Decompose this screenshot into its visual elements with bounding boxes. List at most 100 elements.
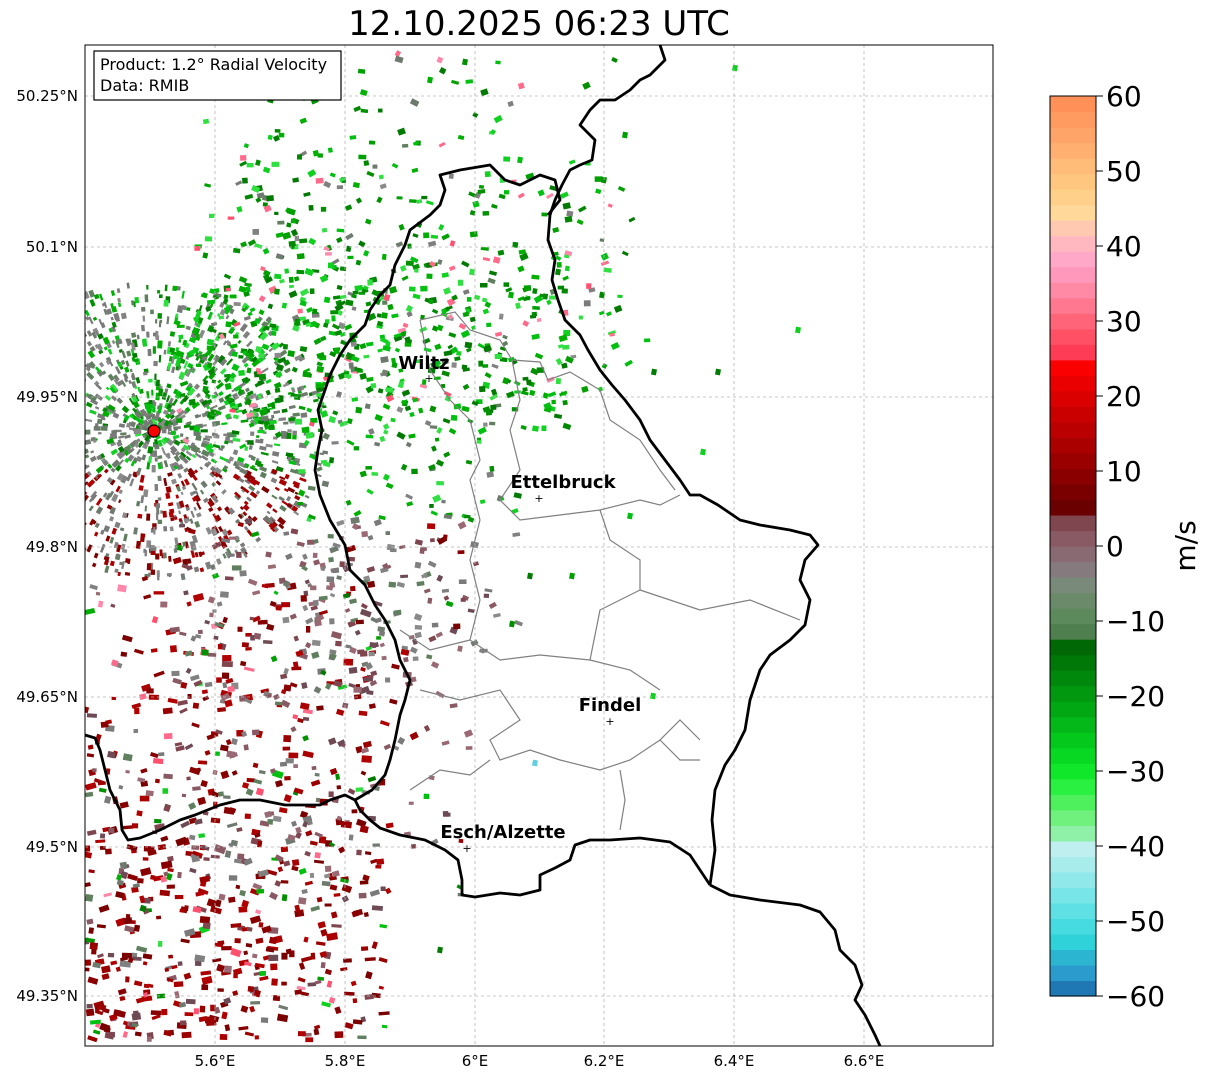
radar-echo [185,450,193,457]
radar-echo [235,884,241,890]
city-marker-icon: + [424,372,433,385]
radar-echo [287,429,292,433]
radar-echo [190,447,198,454]
radar-echo [129,478,135,487]
radar-echo [278,342,285,348]
radar-echo [366,674,374,679]
radar-echo [140,534,145,543]
radar-echo [179,908,185,913]
radar-echo [138,485,144,491]
radar-echo [95,591,101,596]
radar-echo [123,533,128,542]
radar-echo [291,859,300,866]
radar-echo [430,661,440,669]
radar-echo [149,751,159,759]
radar-echo [261,583,269,589]
radar-echo [108,360,114,367]
radar-echo [384,887,392,895]
radar-echo [52,517,59,524]
radar-echo [61,419,68,422]
radar-echo [449,240,456,247]
radar-echo [518,249,527,255]
radar-echo [121,548,128,554]
radar-echo [360,770,367,776]
radar-echo [503,282,510,287]
colorbar-bin [1050,949,1096,966]
radar-echo [481,297,488,303]
radar-echo [223,294,229,300]
radar-echo [350,516,360,524]
radar-echo [217,379,222,384]
radar-echo [155,499,159,504]
radar-echo [152,758,164,765]
radar-echo [94,344,100,349]
radar-echo [333,348,340,354]
radar-echo [424,420,432,427]
radar-echo [223,273,232,280]
radar-echo [139,408,147,417]
radar-echo [69,522,77,531]
radar-echo [196,449,202,454]
radar-echo [119,870,129,880]
radar-echo [179,631,187,637]
luxembourg-belgium-border [313,163,562,802]
radar-echo [332,295,341,300]
radar-echo [104,795,112,804]
radar-echo [170,430,177,436]
radar-echo [6,419,11,423]
radar-echo [204,1016,216,1024]
radar-echo [303,936,309,943]
radar-echo [443,287,452,295]
radar-echo [336,228,345,233]
radar-echo [147,983,154,988]
radar-echo [111,459,121,468]
radar-echo [110,316,114,321]
radar-echo [483,593,490,599]
radar-echo [23,379,31,386]
radar-echo [89,518,95,526]
radar-echo [651,368,657,376]
radar-echo [51,314,58,322]
radar-echo [269,323,277,329]
radar-echo [204,393,211,400]
national-borders [85,45,882,1046]
radar-echo [94,1002,107,1012]
radar-echo [391,162,399,169]
radar-echo [221,945,232,951]
radar-echo [180,491,184,496]
radar-echo [283,860,291,867]
radar-echo [431,622,439,628]
radar-echo [139,904,147,913]
radar-echo [28,443,35,447]
radar-echo [300,595,307,602]
radar-echo [320,669,327,676]
radar-echo [130,342,136,351]
radar-echo [514,390,521,394]
radar-echo [232,449,239,456]
radar-echo [316,473,322,478]
radar-echo [520,390,529,396]
radar-echo [110,603,116,608]
radar-echo [179,433,184,438]
radar-echo [136,467,142,476]
radar-echo [103,892,113,898]
radar-echo [430,445,437,452]
radar-echo [311,308,318,315]
radar-echo [21,350,27,355]
radar-echo [105,1031,116,1038]
radar-echo [246,496,252,502]
radar-echo [597,386,604,392]
radar-echo [95,465,104,474]
radar-echo [241,356,250,364]
radar-echo [117,988,127,996]
radar-echo [441,499,446,504]
radar-echo [319,335,327,342]
radar-echo [381,312,388,319]
radar-echo [349,598,357,605]
radar-echo [271,161,280,167]
colorbar-bin [1050,887,1096,904]
radar-echo [223,305,231,312]
radar-echo [372,843,380,847]
radar-echo [299,702,310,710]
radar-echo [180,820,191,829]
